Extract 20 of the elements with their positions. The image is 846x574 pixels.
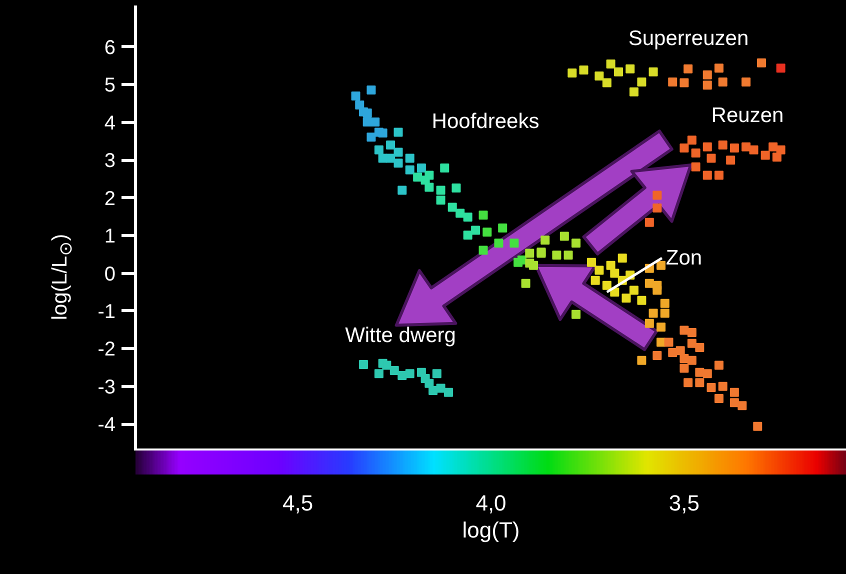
y-tick-label: 3: [104, 150, 116, 172]
annotation: Zon: [666, 246, 702, 270]
annotation: Witte dwerg: [345, 324, 456, 347]
y-tick-label: 4: [104, 112, 116, 134]
x-tick-label: 3,5: [668, 490, 700, 516]
y-tick-label: 2: [104, 188, 116, 210]
y-tick-label: 5: [104, 74, 116, 97]
x-tick-label: 4,0: [476, 490, 506, 516]
y-tick-label: -3: [98, 376, 116, 398]
y-tick-label: -2: [98, 338, 116, 361]
x-tick-label: 4,5: [282, 490, 314, 516]
x-axis-title: log(T): [462, 518, 520, 542]
annotation: Hoofdreeks: [432, 110, 540, 133]
annotation: Reuzen: [711, 104, 784, 127]
y-tick-label: 1: [104, 226, 116, 248]
y-tick-label: -4: [98, 414, 116, 436]
y-tick-label: -1: [98, 300, 116, 323]
y-tick-label: 0: [104, 263, 116, 286]
annotation: Superreuzen: [628, 27, 749, 50]
y-tick-label: 6: [104, 36, 116, 59]
